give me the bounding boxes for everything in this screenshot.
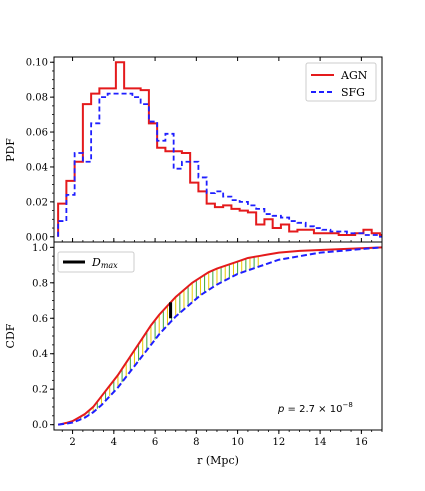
pdf-y-tick-label: 0.08 [26, 93, 48, 104]
cdf-y-tick-label: 0.6 [32, 314, 48, 325]
cdf-x-tick-label: 2 [69, 437, 75, 448]
legend-agn-label: AGN [340, 69, 368, 82]
pdf-y-tick-label: 0.06 [26, 128, 48, 139]
cdf-x-tick-label: 8 [193, 437, 199, 448]
pdf-series-sfg [57, 92, 382, 238]
pdf-y-tick-label: 0.04 [26, 162, 48, 173]
cdf-x-tick-label: 6 [152, 437, 158, 448]
pdf-y-tick-label: 0.02 [26, 197, 48, 208]
cdf-y-tick-label: 1.0 [32, 243, 48, 254]
cdf-series-sfg [57, 246, 382, 426]
cdf-x-tick-label: 12 [272, 437, 285, 448]
cdf-x-tick-label: 4 [111, 437, 117, 448]
pdf-legend: AGN SFG [305, 62, 377, 102]
cdf-y-axis-label: CDF [4, 323, 17, 348]
p-value-annotation: p = 2.7 × 10−8 [277, 401, 353, 415]
pdf-y-tick-label: 0.00 [26, 232, 48, 243]
cdf-y-tick-label: 0.0 [32, 420, 48, 431]
cdf-series-agn [57, 246, 382, 426]
pdf-y-tick-label: 0.10 [26, 58, 48, 69]
pdf-y-axis-label: PDF [4, 138, 17, 162]
cdf-panel: 0.0 0.2 0.4 0.6 0.8 1.0 2 4 6 8 10 12 14 16 CDF r (Mp… [4, 241, 383, 467]
cdf-y-tick-label: 0.4 [32, 349, 48, 360]
cdf-x-tick-label: 16 [355, 437, 368, 448]
cdf-y-tick-label: 0.2 [32, 385, 48, 396]
cdf-y-tick-label: 0.8 [32, 278, 48, 289]
pdf-series-agn [57, 61, 382, 237]
cdf-x-axis-label: r (Mpc) [197, 454, 239, 467]
cdf-x-tick-label: 10 [231, 437, 244, 448]
legend-sfg-label: SFG [341, 86, 365, 99]
cdf-x-tick-label: 14 [314, 437, 327, 448]
cdf-legend: Dmax [57, 251, 135, 273]
pdf-panel: 0.00 0.02 0.04 0.06 0.08 0.10 PDF AGN SFG [4, 56, 383, 243]
